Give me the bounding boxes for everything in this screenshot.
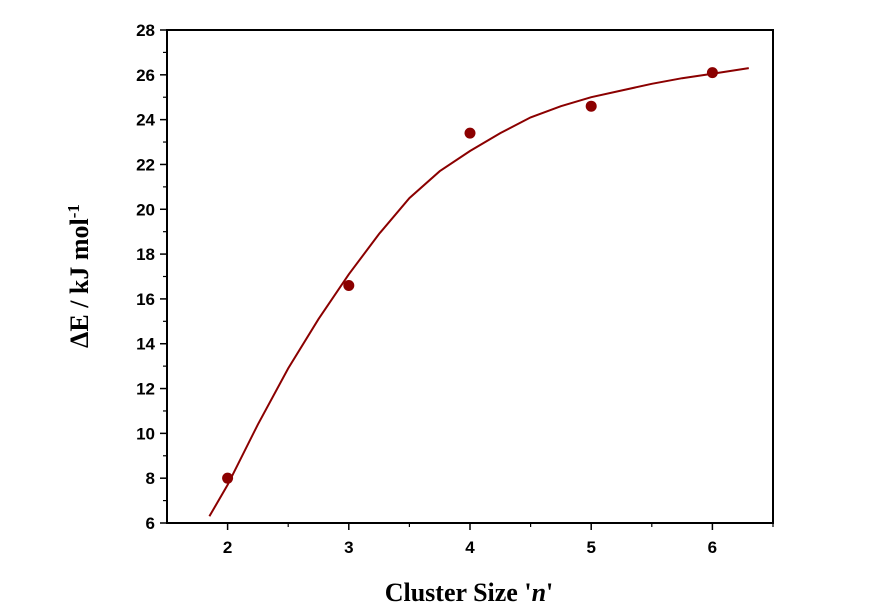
y-tick-label: 16 — [136, 290, 155, 309]
plot-frame — [166, 29, 774, 524]
y-tick-label: 24 — [136, 111, 155, 130]
y-tick-label: 28 — [136, 21, 155, 40]
y-tick-label: 18 — [136, 245, 155, 264]
x-tick-label: 2 — [223, 538, 232, 557]
data-point — [464, 127, 476, 139]
data-point — [343, 279, 355, 291]
y-tick-label: 22 — [136, 155, 155, 174]
y-tick-label: 20 — [136, 200, 155, 219]
x-tick-label: 3 — [344, 538, 353, 557]
data-point — [585, 100, 597, 112]
y-tick-label: 6 — [146, 514, 155, 533]
y-tick-label: 8 — [146, 469, 155, 488]
y-tick-label: 26 — [136, 66, 155, 85]
fit-curve-layer — [208, 67, 749, 517]
y-axis-title: ΔE / kJ mol-1 — [64, 204, 95, 348]
data-points-layer — [222, 67, 718, 484]
data-point — [706, 67, 718, 79]
axes: 2 3 4 5 6 6 8 10 12 14 16 18 20 22 24 26 28 — [136, 21, 774, 557]
x-axis-title: Cluster Size 'n' — [385, 578, 554, 607]
data-point — [222, 472, 234, 484]
y-tick-label: 10 — [136, 424, 155, 443]
fit-curve — [208, 67, 749, 517]
x-tick-label: 5 — [586, 538, 595, 557]
x-tick-label: 4 — [465, 538, 475, 557]
y-tick-label: 14 — [136, 335, 155, 354]
x-tick-label: 6 — [708, 538, 717, 557]
y-tick-label: 12 — [136, 380, 155, 399]
